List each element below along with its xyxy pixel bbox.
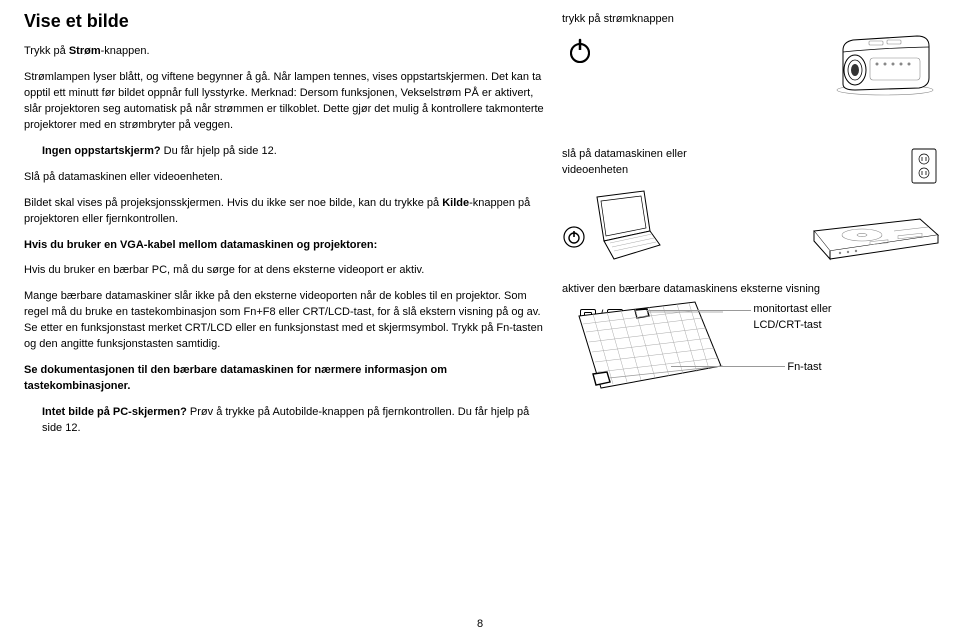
page-number: 8 xyxy=(477,617,483,633)
text: Du får hjelp på side 12. xyxy=(161,145,277,157)
text: -knappen. xyxy=(101,45,150,57)
bold: Intet bilde på PC-skjermen? xyxy=(42,406,187,418)
illus-keyboard-block: aktiver den bærbare datamaskinens ekster… xyxy=(562,282,922,393)
step-turn-on-device: Slå på datamaskinen eller videoenheten. xyxy=(24,170,544,186)
bold: Strøm xyxy=(69,45,101,57)
vcr-icon xyxy=(810,213,940,261)
keyboard-icon xyxy=(573,298,723,393)
paragraph-laptop-port: Hvis du bruker en bærbar PC, må du sørge… xyxy=(24,263,544,279)
paragraph-lamp: Strømlampen lyser blått, og viftene begy… xyxy=(24,70,544,134)
caption-monitor-key: monitortast eller LCD/CRT-tast xyxy=(753,302,853,334)
text: Trykk på xyxy=(24,45,69,57)
projector-icon xyxy=(825,12,940,97)
illus-power-block: trykk på strømknappen xyxy=(562,12,922,127)
page-title: Vise et bilde xyxy=(24,8,544,34)
bold: Ingen oppstartskjerm? xyxy=(42,145,161,157)
step-power: Trykk på Strøm-knappen. xyxy=(24,44,544,60)
illus-laptop-block: slå på datamaskinen eller videoenheten xyxy=(562,147,922,262)
no-image-line: Intet bilde på PC-skjermen? Prøv å trykk… xyxy=(42,405,544,437)
paragraph-kilde: Bildet skal vises på projeksjonsskjermen… xyxy=(24,196,544,228)
text: Bildet skal vises på projeksjonsskjermen… xyxy=(24,197,442,209)
leader-line xyxy=(647,310,751,311)
paragraph-keycombo: Mange bærbare datamaskiner slår ikke på … xyxy=(24,289,544,353)
no-startup-line: Ingen oppstartskjerm? Du får hjelp på si… xyxy=(42,144,544,160)
caption-laptop: slå på datamaskinen eller videoenheten xyxy=(562,147,702,179)
keyboard-detail: monitortast eller LCD/CRT-tast Fn-tast xyxy=(643,304,922,393)
caption-fn-key: Fn-tast xyxy=(787,360,821,376)
leader-line xyxy=(671,366,785,367)
outlet-icon xyxy=(910,147,938,191)
vga-heading: Hvis du bruker en VGA-kabel mellom datam… xyxy=(24,238,544,254)
see-docs: Se dokumentasjonen til den bærbare datam… xyxy=(24,363,544,395)
bold: Kilde xyxy=(442,197,469,209)
caption-keyboard: aktiver den bærbare datamaskinens ekster… xyxy=(562,282,922,298)
